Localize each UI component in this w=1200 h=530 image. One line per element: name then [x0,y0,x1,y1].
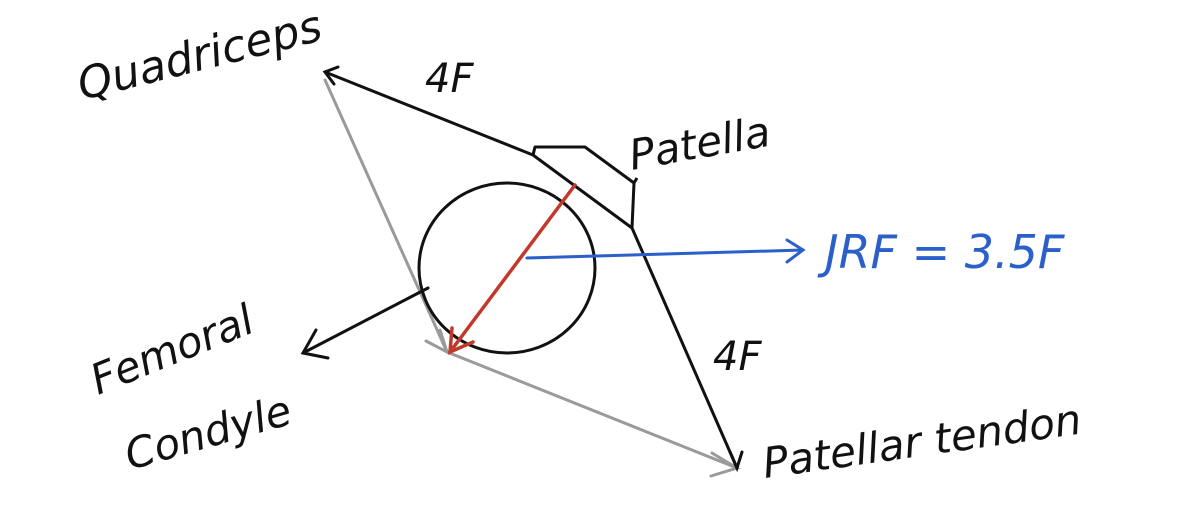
label-force-bottom: 4F [713,334,762,380]
vector-copy-arrowhead [424,328,450,356]
label-patella: Patella [625,107,774,180]
tendon-arrowhead [728,450,744,473]
femoral-condyle-pointer [300,286,430,360]
femoral-condyle-circle [417,181,597,355]
label-quadriceps: Quadriceps [72,1,327,111]
quadriceps-vector-copy [323,78,449,354]
patella-pointer [632,177,639,184]
label-condyle: Condyle [119,385,297,479]
jrf-arrowhead [785,238,806,264]
quadriceps-arrowhead [322,65,340,86]
force-triangle-construction [323,78,741,478]
patella-shape [531,145,636,230]
label-patellar-tendon: Patellar tendon [760,395,1085,488]
tendon-vector-copy [445,350,739,470]
jrf-arrow [525,238,806,264]
label-femoral: Femoral [83,295,260,405]
resultant-arrowhead [448,326,475,355]
label-force-top: 4F [425,56,474,102]
quadriceps-force-line [322,65,535,157]
label-jrf: JRF = 3.5F [817,225,1065,279]
patellar-tendon-force-line [630,226,744,473]
resultant-force-vector [448,183,577,355]
